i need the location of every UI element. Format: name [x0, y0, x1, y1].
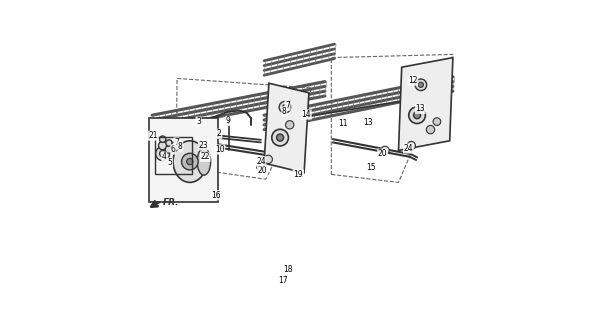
Text: 21: 21: [149, 131, 158, 140]
Circle shape: [407, 141, 416, 150]
Polygon shape: [264, 83, 309, 173]
Text: 20: 20: [378, 149, 387, 158]
Text: 14: 14: [301, 110, 311, 119]
Text: FR.: FR.: [163, 198, 180, 207]
Circle shape: [171, 142, 180, 151]
Circle shape: [165, 146, 173, 153]
Text: 16: 16: [211, 191, 221, 200]
Text: 18: 18: [284, 265, 293, 274]
Circle shape: [415, 79, 427, 91]
Circle shape: [187, 158, 193, 165]
Circle shape: [381, 146, 389, 155]
Text: 1: 1: [298, 170, 303, 179]
Circle shape: [155, 147, 169, 161]
Circle shape: [276, 134, 284, 141]
Text: 3: 3: [196, 117, 201, 126]
Circle shape: [418, 82, 423, 87]
Circle shape: [257, 163, 265, 171]
Circle shape: [182, 153, 198, 170]
Text: 6: 6: [171, 145, 175, 154]
Text: 24: 24: [256, 157, 266, 166]
Text: 20: 20: [258, 166, 267, 175]
Circle shape: [160, 136, 166, 142]
Text: 4: 4: [162, 152, 167, 161]
Text: 2: 2: [217, 129, 221, 138]
Text: 7: 7: [285, 101, 290, 110]
Circle shape: [283, 105, 287, 110]
Circle shape: [433, 118, 440, 125]
Text: 9: 9: [226, 116, 231, 125]
Circle shape: [409, 107, 425, 124]
Text: 13: 13: [363, 118, 373, 127]
Text: 22: 22: [200, 152, 210, 161]
Ellipse shape: [197, 148, 211, 175]
Circle shape: [159, 141, 167, 150]
Circle shape: [166, 140, 172, 146]
Text: 19: 19: [293, 170, 303, 179]
Ellipse shape: [173, 141, 207, 182]
Circle shape: [264, 155, 272, 164]
Text: 12: 12: [408, 76, 417, 85]
Text: 13: 13: [416, 104, 425, 113]
Polygon shape: [399, 58, 453, 150]
Circle shape: [286, 121, 294, 129]
Text: 24: 24: [404, 144, 413, 153]
Text: 17: 17: [278, 276, 287, 285]
Text: 11: 11: [338, 119, 347, 128]
Circle shape: [427, 125, 434, 134]
Bar: [155, 137, 192, 174]
Circle shape: [279, 101, 290, 113]
Text: 15: 15: [367, 163, 376, 172]
Text: 10: 10: [215, 145, 224, 154]
Bar: [149, 118, 218, 202]
Circle shape: [272, 129, 289, 146]
Text: 8: 8: [178, 142, 183, 151]
Text: 7: 7: [174, 138, 179, 147]
Circle shape: [414, 112, 420, 119]
Text: 8: 8: [282, 107, 287, 116]
Text: 5: 5: [168, 158, 172, 167]
Circle shape: [160, 150, 166, 157]
Text: 23: 23: [198, 141, 208, 150]
